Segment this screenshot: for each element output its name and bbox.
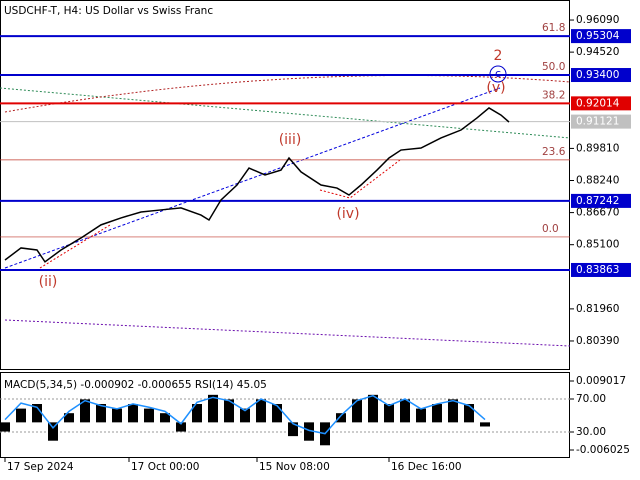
- fib-label: 50.0: [542, 61, 565, 73]
- macd-bar: [368, 394, 378, 423]
- y-tick-label: 0.81960: [576, 303, 619, 315]
- level-tag: [571, 193, 631, 208]
- level-label: 0.93400: [576, 69, 619, 81]
- x-tick-label: 17 Oct 00:00: [131, 461, 199, 473]
- wave-label: c: [495, 67, 501, 80]
- y-tick-label: 70.00: [576, 393, 606, 405]
- macd-bar: [256, 399, 266, 423]
- macd-bar: [128, 404, 138, 423]
- macd-bar: [304, 422, 314, 441]
- macd-bar: [336, 413, 346, 423]
- level-label: 0.95304: [576, 30, 620, 42]
- y-tick-label: 0.89810: [576, 142, 619, 154]
- macd-bar: [80, 399, 90, 423]
- y-tick-label: 0.80390: [576, 335, 619, 347]
- y-tick-label: 0.85100: [576, 239, 619, 251]
- fib-label: 23.6: [542, 146, 566, 158]
- chart-title: USDCHF-T, H4: US Dollar vs Swiss Franc: [4, 5, 213, 17]
- level-label: 0.83863: [576, 264, 619, 276]
- y-tick-label: -0.006025: [576, 444, 630, 456]
- level-label: 0.91121: [576, 116, 619, 128]
- price-line: [4, 107, 510, 263]
- macd-bar: [192, 404, 202, 423]
- x-tick-label: 15 Nov 08:00: [259, 461, 330, 473]
- x-tick-label: 16 Dec 16:00: [391, 461, 462, 473]
- trend-line: [4, 319, 571, 347]
- wave-label: (ii): [39, 274, 58, 290]
- level-tag: [571, 29, 631, 44]
- level-tag: [571, 114, 631, 129]
- macd-bar: [208, 394, 218, 423]
- macd-bar: [272, 404, 282, 423]
- fib-label: 0.0: [542, 223, 559, 235]
- macd-bar: [112, 408, 122, 423]
- macd-bar: [400, 399, 410, 423]
- level-label: 0.87242: [576, 195, 619, 207]
- macd-bar: [432, 404, 442, 423]
- y-tick-label: 0.94520: [576, 46, 619, 58]
- wave-label: (iv): [336, 206, 359, 222]
- level-tag: [571, 262, 631, 277]
- wave-circle: [489, 65, 507, 83]
- level-tag: [571, 96, 631, 111]
- macd-bar: [16, 408, 26, 423]
- y-tick-label: 30.00: [576, 426, 606, 438]
- macd-bar: [464, 404, 474, 423]
- wave-label: (v): [486, 80, 505, 96]
- indicator-title: MACD(5,34,5) -0.000902 -0.000655 RSI(14)…: [4, 379, 267, 391]
- trend-line: [0, 87, 571, 139]
- fib-label: 61.8: [542, 22, 565, 34]
- y-tick-label: 0.96090: [576, 14, 619, 26]
- level-label: 0.92014: [576, 97, 620, 109]
- macd-bar: [240, 408, 250, 423]
- macd-bar: [32, 404, 42, 423]
- macd-bar: [48, 422, 58, 441]
- macd-bar: [160, 413, 170, 423]
- wave-line: [39, 159, 401, 269]
- wave-label: 2: [494, 48, 503, 64]
- rsi-line: [4, 394, 486, 435]
- macd-bar: [416, 408, 426, 423]
- macd-bar: [224, 399, 234, 423]
- macd-bar: [0, 422, 10, 432]
- main-frame: [0, 0, 570, 370]
- macd-bar: [176, 422, 186, 432]
- trend-line: [4, 87, 501, 269]
- macd-bar: [144, 408, 154, 423]
- x-tick-label: 17 Sep 2024: [7, 461, 74, 473]
- wave-label: (iii): [279, 132, 302, 148]
- y-tick-label: 0.86670: [576, 207, 619, 219]
- y-tick-label: 0.009017: [576, 375, 626, 387]
- y-tick-label: 0.88240: [576, 175, 619, 187]
- indicator-frame: [0, 372, 570, 458]
- macd-bar: [352, 399, 362, 423]
- macd-bar: [96, 404, 106, 423]
- macd-bar: [480, 422, 490, 427]
- macd-bar: [64, 413, 74, 423]
- fib-label: 38.2: [542, 89, 565, 101]
- macd-bar: [448, 399, 458, 423]
- macd-bar: [384, 404, 394, 423]
- macd-bar: [288, 422, 298, 437]
- level-tag: [571, 68, 631, 83]
